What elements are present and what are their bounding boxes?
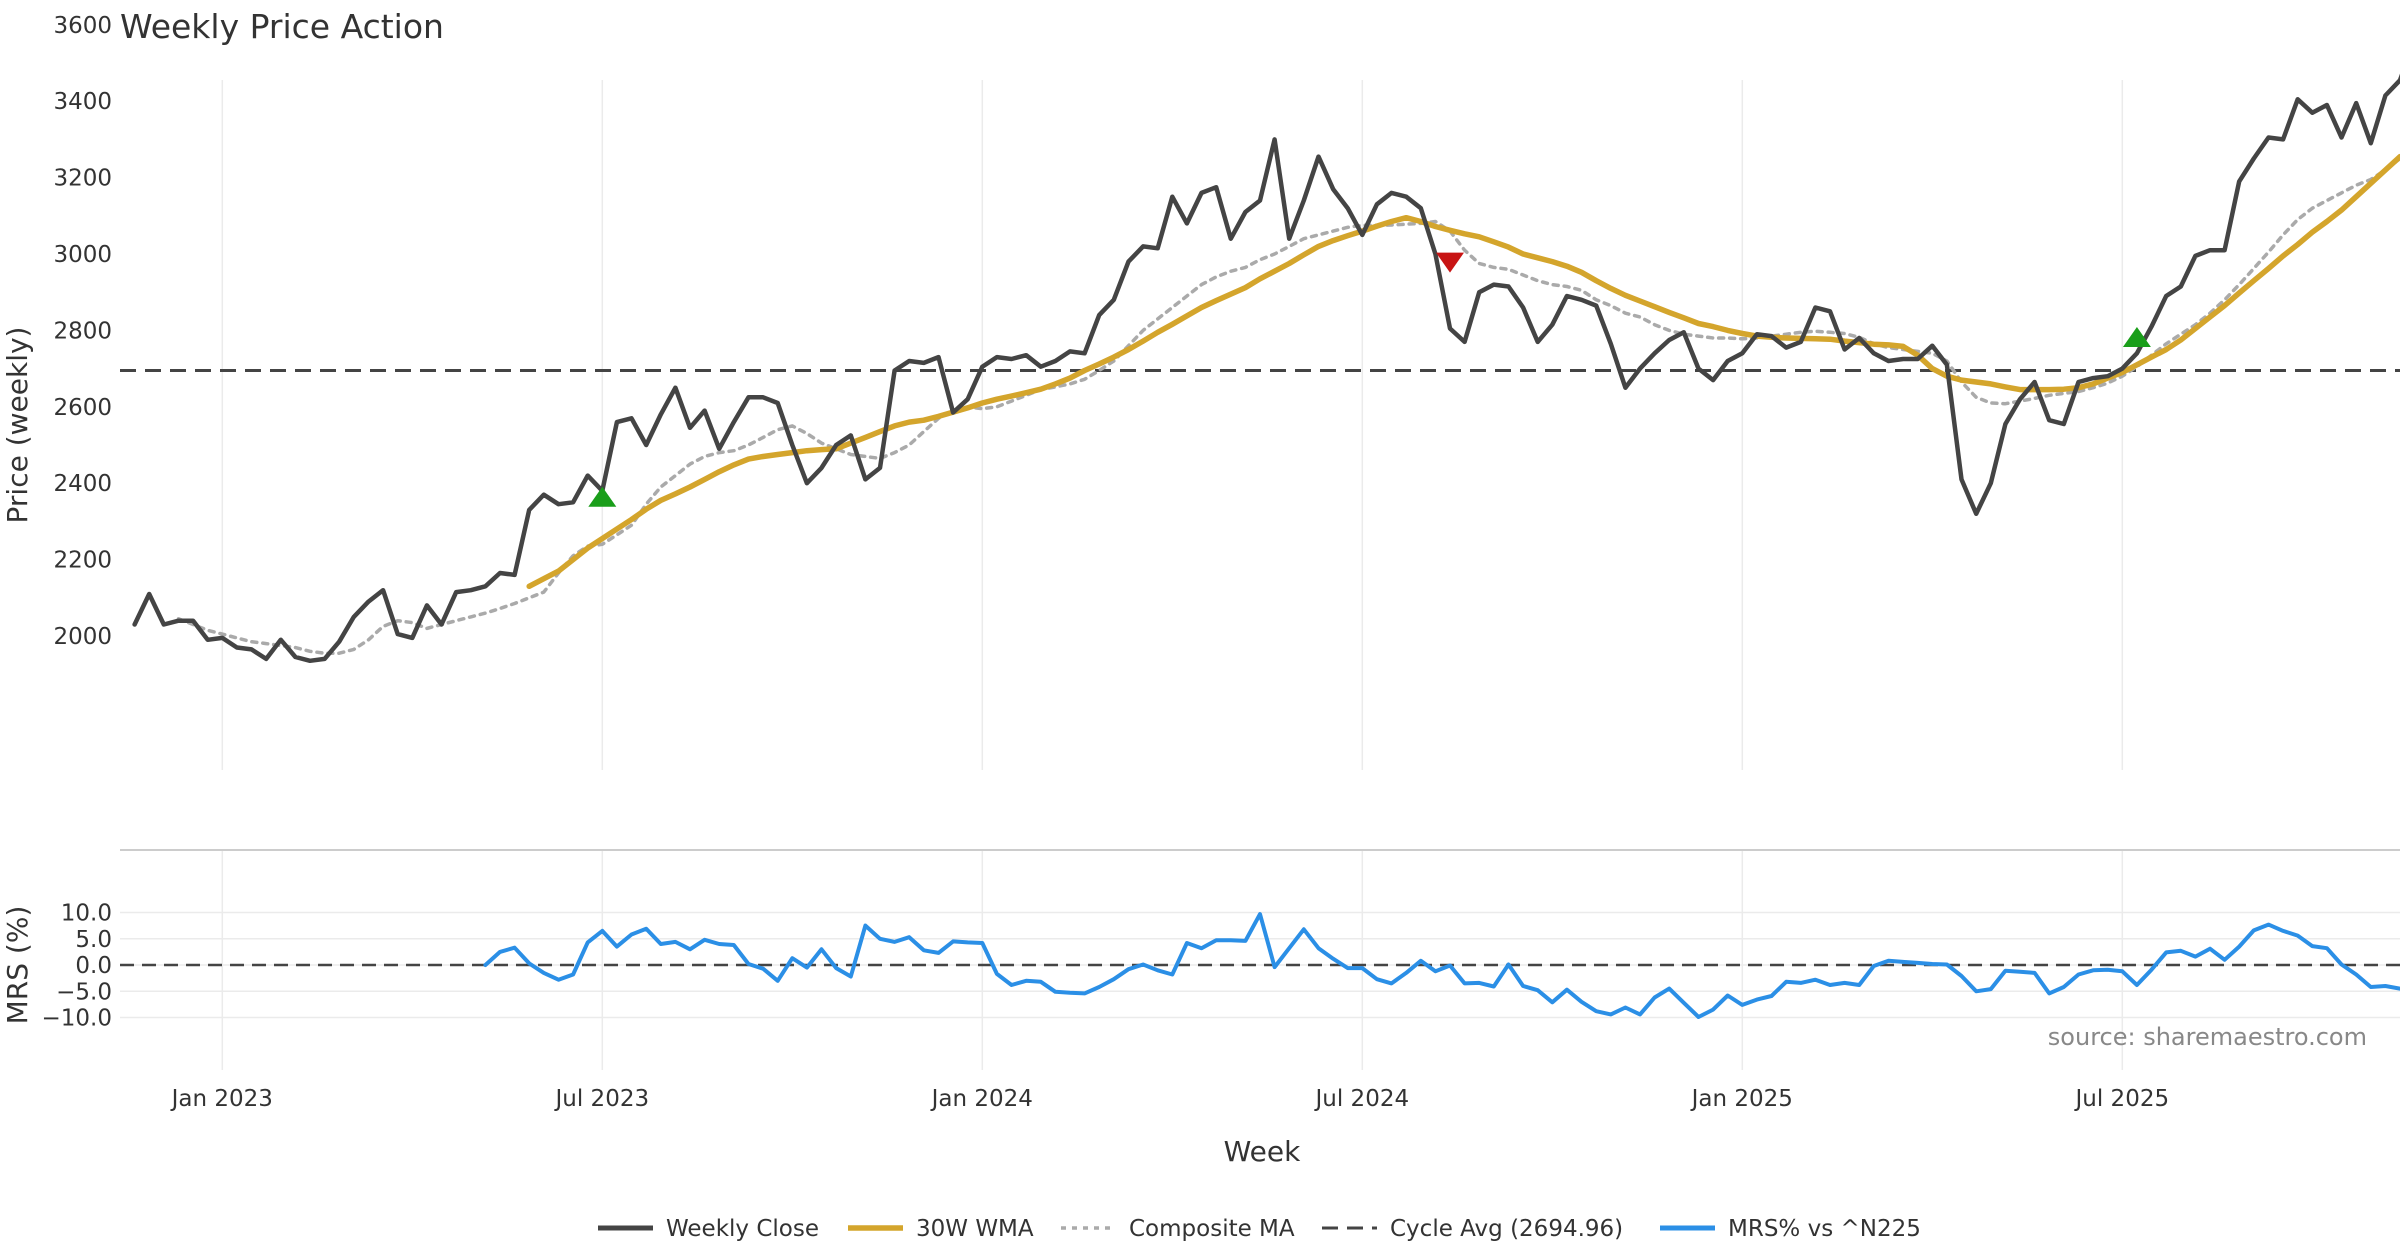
price-y-tick: 3200	[53, 166, 112, 192]
price-y-tick: 2000	[53, 624, 112, 650]
x-tick: Jan 2025	[1690, 1086, 1793, 1112]
chart-title: Weekly Price Action	[120, 7, 444, 46]
price-y-tick: 2800	[53, 318, 112, 344]
x-tick: Jan 2024	[930, 1086, 1033, 1112]
x-tick: Jul 2023	[554, 1086, 650, 1112]
mrs-y-tick: 10.0	[61, 901, 112, 927]
mrs-y-tick: 0.0	[75, 953, 112, 979]
legend: Weekly Close 30W WMA Composite MA Cycle Avg…	[598, 1216, 1921, 1242]
mrs-line	[483, 912, 2400, 1019]
sell-signal-marker	[1436, 252, 1464, 273]
x-tick: Jan 2023	[170, 1086, 273, 1112]
price-y-tick: 3400	[53, 89, 112, 115]
price-y-tick: 3000	[53, 242, 112, 268]
price-gridlines	[221, 80, 2124, 770]
price-y-tick: 2600	[53, 395, 112, 421]
legend-label-composite: Composite MA	[1129, 1216, 1295, 1242]
series-layer	[132, 73, 2400, 1019]
source-note: source: sharemaestro.com	[2048, 1023, 2367, 1051]
x-tick: Jul 2025	[2074, 1086, 2170, 1112]
x-tick: Jul 2024	[1314, 1086, 1410, 1112]
legend-label-close: Weekly Close	[666, 1216, 819, 1242]
price-y-tick: 2400	[53, 471, 112, 497]
x-ticks: Jan 2023 Jul 2023 Jan 2024 Jul 2024 Jan 2025…	[170, 1086, 2169, 1112]
mrs-y-tick: −5.0	[56, 979, 112, 1005]
mrs-y-ticks: 10.05.00.0−5.0−10.0	[42, 901, 112, 1032]
weekly-close-line	[132, 73, 2400, 664]
mrs-y-tick: 5.0	[75, 927, 112, 953]
buy-signal-marker	[588, 486, 617, 507]
legend-label-mrs: MRS% vs ^N225	[1728, 1216, 1921, 1242]
price-y-ticks: 2000 2200 2400 2600 2800 3000 3200 3400 3600	[53, 13, 112, 650]
buy-signal-marker	[2122, 327, 2151, 348]
legend-label-cycle: Cycle Avg (2694.96)	[1390, 1216, 1623, 1242]
price-y-tick: 3600	[53, 13, 112, 39]
legend-label-wma: 30W WMA	[916, 1216, 1034, 1242]
x-axis-label: Week	[1224, 1135, 1301, 1168]
signal-layer	[588, 252, 2151, 507]
mrs-y-tick: −10.0	[42, 1006, 112, 1032]
price-y-label: Price (weekly)	[1, 327, 34, 524]
composite-ma-line	[176, 156, 2400, 655]
price-y-tick: 2200	[53, 548, 112, 574]
wma-line	[526, 153, 2400, 590]
mrs-y-label: MRS (%)	[1, 906, 34, 1025]
